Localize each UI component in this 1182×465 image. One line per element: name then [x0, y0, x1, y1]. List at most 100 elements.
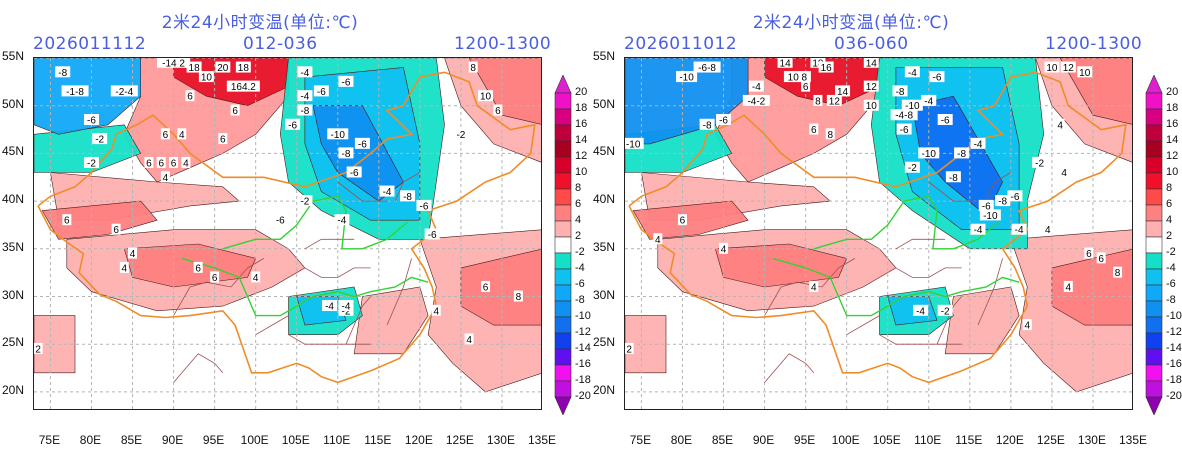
graticule: [625, 58, 1132, 409]
contour-region: [714, 243, 848, 288]
colorbar-tick-label: -16: [575, 358, 591, 370]
colorbar-tick-label: -18: [1166, 374, 1182, 386]
contour-label: 4: [464, 333, 474, 346]
contour-label-bg: [83, 114, 99, 126]
contour-label-text: 4: [1066, 282, 1072, 293]
contour-label: 20: [215, 61, 231, 74]
contour-label: -1-8: [61, 85, 89, 98]
contour-label-text: 6: [1086, 249, 1092, 260]
contour-label-bg: [625, 342, 634, 354]
contour-label-text: -4: [908, 68, 917, 79]
province-boundary: [394, 172, 421, 202]
contour-label: 6: [193, 261, 203, 274]
colorbar-tick-label: 20: [575, 86, 588, 98]
contour-label: -8: [699, 118, 715, 131]
contour-label-text: 10: [201, 73, 213, 84]
colorbar-swatch: [554, 108, 572, 126]
contour-label-text: 6: [1098, 254, 1104, 265]
longitude-tick-label: 120E: [995, 433, 1024, 447]
contour-label-bg: [83, 156, 99, 168]
contour-label: 16: [818, 61, 834, 74]
yangtze-river: [181, 257, 429, 317]
longitude-tick-label: 80E: [670, 433, 693, 447]
longitude-tick-label: 105E: [872, 433, 901, 447]
longitude-tick-label: 125E: [1036, 433, 1065, 447]
contour-label-bg: [813, 94, 823, 106]
contour-label-text: 6: [495, 106, 501, 117]
colorbar-tick-label: -6: [1166, 278, 1176, 290]
contour-label: -4: [297, 66, 313, 79]
contour-label-bg: [285, 118, 301, 130]
contour-label: -4: [921, 94, 937, 107]
contour-region: [123, 243, 257, 288]
colorbar-swatch: [554, 364, 572, 382]
contour-label: 6: [210, 271, 220, 284]
contour-label-bg: [716, 114, 732, 126]
colorbar-swatch: [1145, 236, 1163, 254]
contour-label-bg: [809, 123, 819, 135]
contour-label-bg: [62, 214, 72, 226]
contour-label-bg: [230, 104, 240, 116]
contour-label-bg: [904, 161, 920, 173]
contour-label-bg: [226, 80, 260, 92]
contour-label-text: -10: [922, 149, 937, 160]
colorbar-tick-label: 14: [575, 134, 588, 146]
colorbar-swatch: [1145, 252, 1163, 270]
contour-label-bg: [901, 99, 923, 111]
contour-label: -6: [1007, 190, 1023, 203]
longitude-tick-label: 105E: [281, 433, 310, 447]
contour-label: -6: [937, 114, 953, 127]
contour-label-text: -8: [403, 192, 412, 203]
contour-label: 12: [1060, 61, 1076, 74]
contour-label-bg: [970, 137, 986, 149]
contour-label: 4: [119, 261, 129, 274]
contour-label-bg: [825, 128, 835, 140]
contour-label: -4-8: [890, 109, 918, 122]
contour-label: 6: [809, 123, 819, 136]
contour-label-text: 4: [1057, 120, 1063, 131]
colorbar-swatch: [1145, 284, 1163, 302]
contour-label-bg: [810, 58, 826, 68]
contour-label-bg: [235, 61, 251, 73]
contour-label: -6: [272, 214, 288, 227]
contour-label-text: -6: [1011, 192, 1020, 203]
colorbar-swatch: [1145, 108, 1163, 126]
latitude-tick-label: 25N: [2, 335, 25, 350]
contour-label: -6: [978, 199, 994, 212]
latitude-tick-label: 20N: [2, 382, 25, 397]
contour-label-bg: [1022, 319, 1032, 331]
contour-label-text: 18: [812, 58, 824, 69]
contour-label-text: -1-8: [66, 87, 84, 98]
national-border: [628, 71, 1127, 384]
colorbar-tick-label: -20: [575, 390, 591, 402]
contour-label-bg: [34, 342, 43, 354]
contour-label: -6: [83, 114, 99, 127]
latitude-tick-label: 25N: [593, 335, 616, 350]
contour-label-bg: [809, 280, 819, 292]
yangtze-river: [772, 257, 1020, 317]
contour-label-text: 4: [655, 235, 661, 246]
contour-label-text: -14 2: [162, 58, 185, 69]
contour-label: 4: [1055, 118, 1065, 131]
valid-hours-label: 1200-1300: [1045, 34, 1143, 54]
contour-label: 6: [801, 80, 811, 93]
contour-label-text: -10: [983, 211, 998, 222]
contour-label: -4: [970, 137, 986, 150]
panel-right: 2米24小时变温(单位:℃) 2026011012 036-060 1200-1…: [591, 0, 1182, 465]
contour-label-text: -2: [941, 306, 950, 317]
longitude-tick-label: 75E: [38, 433, 61, 447]
contour-label-text: -4: [752, 82, 761, 93]
province-boundary: [288, 334, 371, 345]
colorbar-swatch: [554, 188, 572, 206]
contour-label: -2: [904, 161, 920, 174]
contour-label-text: -8: [957, 149, 966, 160]
contour-label-bg: [313, 85, 329, 97]
colorbar-tick-label: 16: [575, 118, 588, 130]
contour-label-text: -4: [1015, 225, 1024, 236]
latitude-tick-label: 30N: [2, 287, 25, 302]
province-boundary: [928, 181, 978, 202]
colorbar-tick-label: -12: [1166, 326, 1182, 338]
contour-label-bg: [978, 199, 994, 211]
contour-label: -4: [970, 223, 986, 236]
contour-label: 4: [177, 128, 187, 141]
